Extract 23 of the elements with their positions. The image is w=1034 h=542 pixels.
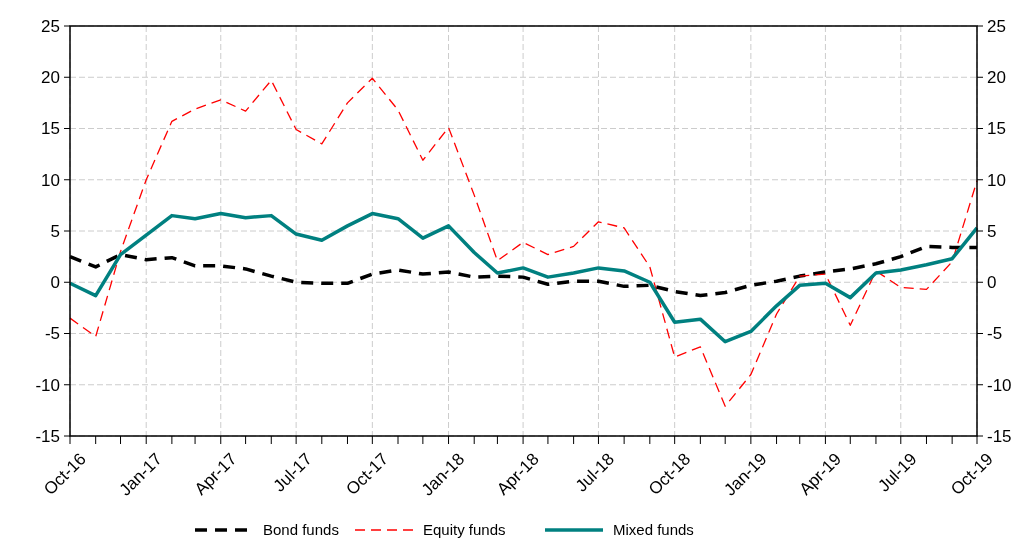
y2-tick-label: 0 <box>987 273 997 293</box>
legend-label: Equity funds <box>423 521 506 539</box>
y-tick-label: -15 <box>35 426 60 446</box>
y2-tick-label: -15 <box>987 426 1012 446</box>
y-tick-label: -10 <box>35 375 60 395</box>
y-tick-label: 5 <box>50 221 60 241</box>
legend-label: Bond funds <box>263 521 339 539</box>
y2-tick-label: 10 <box>987 170 1006 190</box>
y2-tick-label: -10 <box>987 375 1012 395</box>
y2-tick-label: 5 <box>987 221 997 241</box>
y-tick-label: 25 <box>41 16 60 36</box>
y-tick-label: 20 <box>41 68 60 88</box>
line-series <box>69 77 978 407</box>
y2-tick-label: 15 <box>987 119 1006 139</box>
line-series <box>68 211 979 344</box>
y-tick-label: -5 <box>44 324 60 344</box>
y2-tick-label: 20 <box>987 68 1006 88</box>
y2-tick-label: -5 <box>987 324 1003 344</box>
legend-label: Mixed funds <box>613 521 694 539</box>
y-tick-label: 15 <box>41 119 60 139</box>
y2-tick-label: 25 <box>987 16 1006 36</box>
y-tick-label: 10 <box>41 170 60 190</box>
y-tick-label: 0 <box>50 273 60 293</box>
